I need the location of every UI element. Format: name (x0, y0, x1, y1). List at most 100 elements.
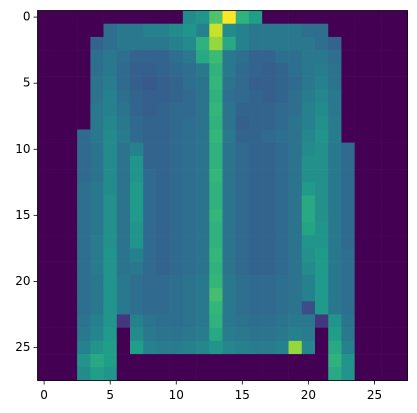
heatmap-cell (367, 169, 382, 183)
heatmap-cell (301, 103, 316, 117)
heatmap-cell (182, 23, 197, 38)
heatmap-cell (169, 248, 184, 262)
heatmap-cell (394, 208, 408, 223)
heatmap-cell (103, 36, 118, 51)
heatmap-cell (222, 103, 237, 117)
heatmap-cell (222, 301, 237, 315)
heatmap-cell (222, 116, 237, 130)
heatmap-cell (103, 314, 118, 328)
x-tick-label: 5 (106, 388, 114, 402)
heatmap-cell (196, 327, 210, 342)
heatmap-cell (196, 116, 210, 130)
heatmap-cell (116, 340, 131, 355)
heatmap-cell (130, 10, 144, 25)
heatmap-cell (328, 261, 342, 276)
heatmap-cell (116, 169, 131, 183)
heatmap-cell (328, 10, 342, 25)
heatmap-cell (103, 301, 118, 315)
heatmap-cell (116, 301, 131, 315)
heatmap-cell (77, 248, 91, 262)
heatmap-cell (196, 195, 210, 210)
heatmap-cell (182, 182, 197, 196)
heatmap-cell (77, 314, 91, 328)
heatmap-cell (196, 89, 210, 104)
heatmap-cell (77, 367, 91, 381)
heatmap-cell (156, 208, 170, 223)
heatmap-cell (222, 182, 237, 196)
heatmap-cell (50, 235, 65, 249)
heatmap-cell (222, 36, 237, 51)
heatmap-cell (248, 274, 263, 289)
heatmap-cell (394, 274, 408, 289)
heatmap-cell (37, 103, 52, 117)
heatmap-cell (103, 367, 118, 381)
heatmap-cell (90, 76, 104, 91)
heatmap-cell (354, 182, 369, 196)
heatmap-cell (130, 63, 144, 77)
heatmap-cell (209, 340, 223, 355)
heatmap-cell (288, 301, 303, 315)
heatmap-cell (156, 248, 170, 262)
heatmap-cell (182, 76, 197, 91)
heatmap-cell (315, 36, 329, 51)
heatmap-cell (90, 36, 104, 51)
heatmap-cell (248, 261, 263, 276)
heatmap-cell (222, 354, 237, 368)
heatmap-cell (235, 221, 250, 236)
heatmap-cell (275, 76, 289, 91)
heatmap-cell (235, 367, 250, 381)
heatmap-cell (77, 116, 91, 130)
heatmap-cell (77, 221, 91, 236)
heatmap-cell (222, 367, 237, 381)
heatmap-cell (50, 274, 65, 289)
heatmap-cell (235, 103, 250, 117)
heatmap-cell (341, 235, 355, 249)
heatmap-cell (209, 195, 223, 210)
heatmap-cell (77, 235, 91, 249)
heatmap-cell (354, 327, 369, 342)
heatmap-cell (381, 155, 395, 170)
heatmap-cell (315, 288, 329, 302)
heatmap-cell (90, 314, 104, 328)
heatmap-cell (235, 208, 250, 223)
heatmap-cell (182, 340, 197, 355)
heatmap-cell (262, 274, 276, 289)
heatmap-cell (116, 155, 131, 170)
heatmap-cell (315, 23, 329, 38)
heatmap-cell (354, 89, 369, 104)
heatmap-cell (354, 288, 369, 302)
heatmap-cell (90, 155, 104, 170)
heatmap-cell (381, 23, 395, 38)
heatmap-cell (63, 169, 78, 183)
heatmap-cell (275, 301, 289, 315)
heatmap-cell (354, 235, 369, 249)
heatmap-cell (354, 76, 369, 91)
heatmap-cell (143, 327, 157, 342)
heatmap-cell (328, 50, 342, 64)
heatmap-cell (169, 76, 184, 91)
heatmap-cell (209, 50, 223, 64)
heatmap-cell (116, 235, 131, 249)
heatmap-cell (77, 10, 91, 25)
heatmap-cell (130, 182, 144, 196)
heatmap-cell (103, 103, 118, 117)
heatmap-cell (209, 327, 223, 342)
heatmap-cell (63, 301, 78, 315)
heatmap-cell (262, 10, 276, 25)
heatmap-cell (196, 261, 210, 276)
heatmap-cell (301, 354, 316, 368)
heatmap-cell (354, 208, 369, 223)
heatmap-cell (381, 340, 395, 355)
heatmap-cell (77, 36, 91, 51)
heatmap-cell (116, 116, 131, 130)
heatmap-cell (156, 340, 170, 355)
heatmap-cell (169, 235, 184, 249)
heatmap-cell (50, 116, 65, 130)
heatmap-cell (288, 367, 303, 381)
heatmap-cell (196, 235, 210, 249)
heatmap-cell (301, 261, 316, 276)
heatmap-cell (182, 221, 197, 236)
heatmap-cell (248, 354, 263, 368)
heatmap-cell (63, 261, 78, 276)
heatmap-cell (90, 129, 104, 143)
